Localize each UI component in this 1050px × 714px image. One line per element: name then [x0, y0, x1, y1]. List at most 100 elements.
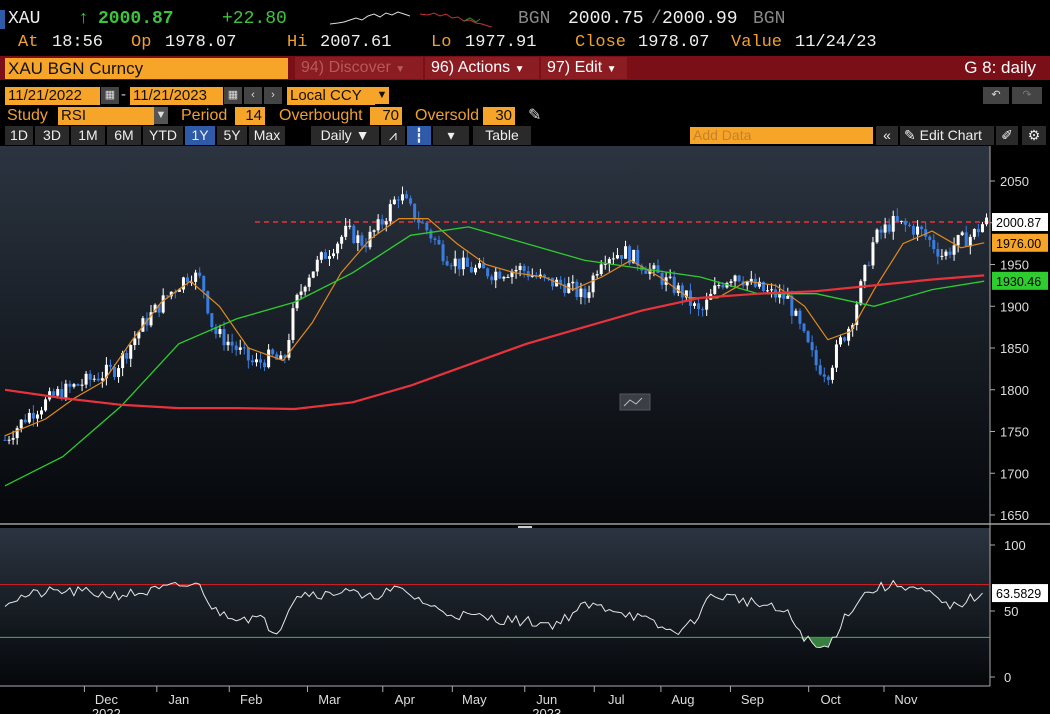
collapse-icon[interactable]: «: [876, 126, 898, 145]
candle-body: [64, 383, 68, 399]
end-date-field[interactable]: 11/21/2023: [130, 87, 223, 105]
candle-body: [522, 265, 526, 272]
candle-body: [944, 251, 948, 256]
x-tick-label: Jul: [608, 692, 625, 707]
candle-body: [518, 265, 522, 271]
dropdown-arrow-icon[interactable]: ▼: [375, 87, 389, 104]
candle-body: [526, 271, 530, 277]
actions-button[interactable]: 96) Actions ▼: [425, 57, 539, 79]
candle-body: [656, 265, 660, 274]
frequency-select[interactable]: Daily ▼: [311, 126, 379, 145]
period-field[interactable]: 14: [235, 107, 265, 125]
candle-body: [952, 245, 956, 255]
candle-body: [72, 384, 76, 387]
oversold-field[interactable]: 30: [483, 107, 515, 125]
dropdown-arrow-icon: ▼: [606, 64, 617, 75]
add-data-input[interactable]: Add Data: [690, 127, 873, 144]
range-button-3d[interactable]: 3D: [35, 126, 69, 145]
candle-body: [465, 257, 469, 267]
edit-button[interactable]: 97) Edit ▼: [541, 57, 627, 79]
candle-body: [283, 355, 287, 358]
candle-body: [680, 285, 684, 298]
candle-body: [332, 253, 336, 257]
redo-icon[interactable]: ↷: [1012, 87, 1042, 104]
candle-body: [766, 290, 770, 292]
range-button-1m[interactable]: 1M: [71, 126, 105, 145]
candle-body: [798, 310, 802, 324]
candles: [3, 186, 989, 445]
study-select[interactable]: RSI: [58, 107, 154, 125]
bid-price: 2000.75: [568, 9, 644, 29]
settings-gear-icon[interactable]: ⚙: [1022, 126, 1046, 145]
candle-body: [794, 310, 798, 316]
line-style-icon[interactable]: ⩘: [381, 126, 405, 145]
range-button-1y[interactable]: 1Y: [185, 126, 215, 145]
candle-body: [912, 225, 916, 235]
candle-body: [478, 263, 482, 268]
period-label: Period: [181, 107, 228, 124]
candle-body: [615, 255, 619, 259]
chart-style-dropdown-icon[interactable]: ▾: [433, 126, 469, 145]
candle-body: [891, 215, 895, 232]
candle-body: [92, 378, 96, 380]
candle-body: [899, 220, 903, 222]
candle-body: [226, 341, 230, 346]
range-button-1d[interactable]: 1D: [5, 126, 33, 145]
currency-select[interactable]: Local CCY: [287, 87, 375, 105]
candle-body: [267, 349, 271, 368]
candle-body: [887, 224, 891, 232]
short-moving-average-line: [4, 217, 985, 437]
candle-body: [76, 384, 80, 386]
value-label: Value: [731, 33, 783, 52]
pencil-icon[interactable]: ✎: [528, 107, 542, 124]
candle-body: [384, 221, 388, 225]
ask-price: 2000.99: [662, 9, 738, 29]
candle-body: [733, 275, 737, 282]
overbought-field[interactable]: 70: [370, 107, 402, 125]
ticker[interactable]: XAU: [8, 9, 41, 29]
candle-body: [429, 230, 433, 239]
calendar-icon[interactable]: ▦: [101, 87, 119, 104]
candle-body: [336, 243, 340, 254]
table-button[interactable]: Table: [473, 126, 531, 145]
candle-body: [88, 373, 92, 380]
candle-body: [705, 299, 709, 310]
candle-body: [595, 274, 599, 276]
candle-body: [757, 281, 761, 287]
candle-body: [388, 204, 392, 222]
candle-body: [315, 259, 319, 272]
undo-icon[interactable]: ↶: [983, 87, 1009, 104]
edit-chart-button[interactable]: ✎ Edit Chart: [900, 126, 994, 145]
candle-body: [348, 225, 352, 227]
candle-body: [210, 313, 214, 328]
range-button-max[interactable]: Max: [249, 126, 285, 145]
mid-moving-average-line: [4, 226, 985, 487]
candle-body: [279, 355, 283, 360]
security-name-field[interactable]: XAU BGN Curncy: [5, 58, 288, 79]
candle-body: [871, 242, 875, 266]
candle-body: [356, 235, 360, 244]
candle-body: [839, 337, 843, 345]
range-button-ytd[interactable]: YTD: [143, 126, 183, 145]
calendar-icon[interactable]: ▦: [224, 87, 242, 104]
candle-style-icon[interactable]: ┇: [407, 126, 431, 145]
candle-body: [417, 219, 421, 223]
dropdown-arrow-icon[interactable]: ▼: [154, 107, 168, 124]
close-label: Close: [575, 33, 627, 52]
start-date-field[interactable]: 11/21/2022: [5, 87, 100, 105]
candle-body: [7, 439, 11, 441]
price-chart[interactable]: 1650170017501800185019001950200020500501…: [0, 146, 1050, 714]
range-button-5y[interactable]: 5Y: [217, 126, 247, 145]
candle-body: [761, 281, 765, 291]
candle-body: [814, 350, 818, 366]
candle-body: [924, 229, 928, 237]
next-period-icon[interactable]: ›: [264, 87, 282, 104]
edit-icon[interactable]: ✐: [996, 126, 1018, 145]
candle-body: [299, 291, 303, 295]
range-button-6m[interactable]: 6M: [107, 126, 141, 145]
candle-body: [117, 368, 121, 378]
bid-source: BGN: [518, 9, 551, 29]
candle-body: [186, 277, 190, 283]
discover-button[interactable]: 94) Discover ▼: [295, 57, 423, 79]
prev-period-icon[interactable]: ‹: [244, 87, 262, 104]
